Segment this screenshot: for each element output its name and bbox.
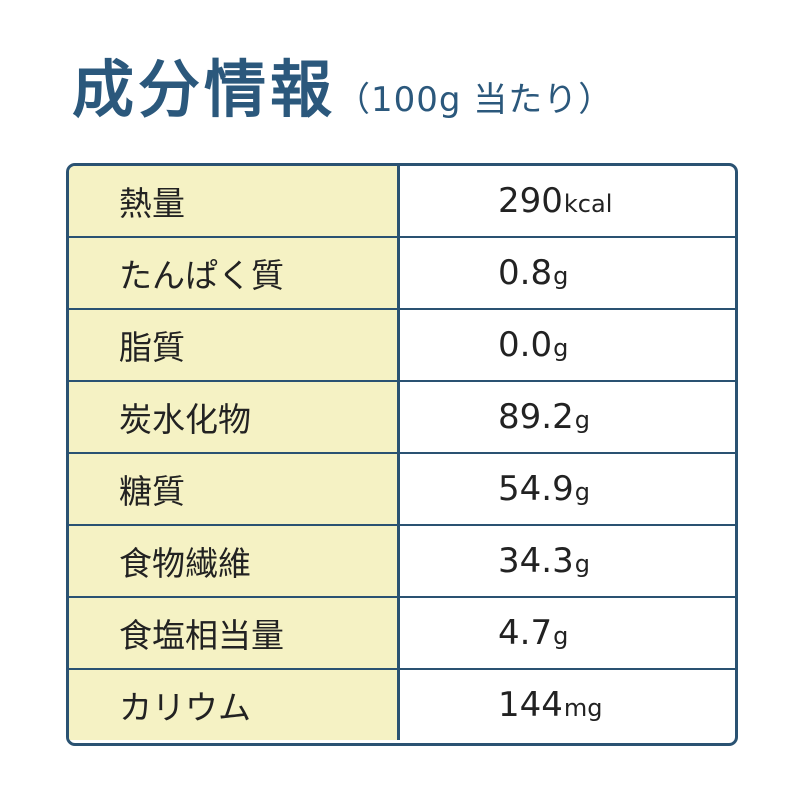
title-text: 成分情報 [72, 53, 337, 126]
value-number: 54.9 [498, 469, 574, 509]
nutrient-name: 炭水化物 [69, 382, 400, 452]
table-row: 炭水化物 89.2 g [69, 380, 735, 452]
value-number: 34.3 [498, 541, 574, 581]
value-number: 0.8 [498, 253, 553, 293]
table-row: 食塩相当量 4.7 g [69, 596, 735, 668]
value-unit: g [574, 478, 590, 506]
nutrient-name: 食塩相当量 [69, 598, 400, 668]
nutrient-name: カリウム [69, 670, 400, 740]
nutrient-value: 0.0 g [400, 310, 735, 380]
nutrient-value: 290 kcal [400, 166, 735, 236]
nutrient-value: 34.3 g [400, 526, 735, 596]
value-unit: mg [563, 694, 603, 722]
nutrient-value: 144 mg [400, 670, 735, 740]
value-number: 0.0 [498, 325, 553, 365]
nutrient-value: 4.7 g [400, 598, 735, 668]
nutrient-value: 54.9 g [400, 454, 735, 524]
nutrition-table: 熱量 290 kcal たんぱく質 0.8 g 脂質 0.0 g 炭水化物 89.2 g 糖質 54.9 g… [66, 163, 738, 746]
nutrient-name: 糖質 [69, 454, 400, 524]
subtitle: （100g 当たり） [336, 80, 614, 120]
nutrient-name: 熱量 [69, 166, 400, 236]
value-unit: g [574, 550, 590, 578]
value-unit: g [553, 622, 569, 650]
nutrient-value: 0.8 g [400, 238, 735, 308]
value-number: 144 [498, 685, 563, 725]
table-row: 脂質 0.0 g [69, 308, 735, 380]
value-number: 4.7 [498, 613, 553, 653]
table-row: たんぱく質 0.8 g [69, 236, 735, 308]
table-row: 食物繊維 34.3 g [69, 524, 735, 596]
table-row: 熱量 290 kcal [69, 166, 735, 236]
nutrient-name: 脂質 [69, 310, 400, 380]
value-unit: kcal [563, 190, 613, 218]
nutrient-value: 89.2 g [400, 382, 735, 452]
table-row: 糖質 54.9 g [69, 452, 735, 524]
title: 成分情報（100g 当たり） [72, 52, 613, 138]
nutrient-name: たんぱく質 [69, 238, 400, 308]
value-unit: g [553, 334, 569, 362]
value-number: 290 [498, 181, 563, 221]
nutrient-name: 食物繊維 [69, 526, 400, 596]
value-unit: g [553, 262, 569, 290]
value-unit: g [574, 406, 590, 434]
table-row: カリウム 144 mg [69, 668, 735, 740]
value-number: 89.2 [498, 397, 574, 437]
